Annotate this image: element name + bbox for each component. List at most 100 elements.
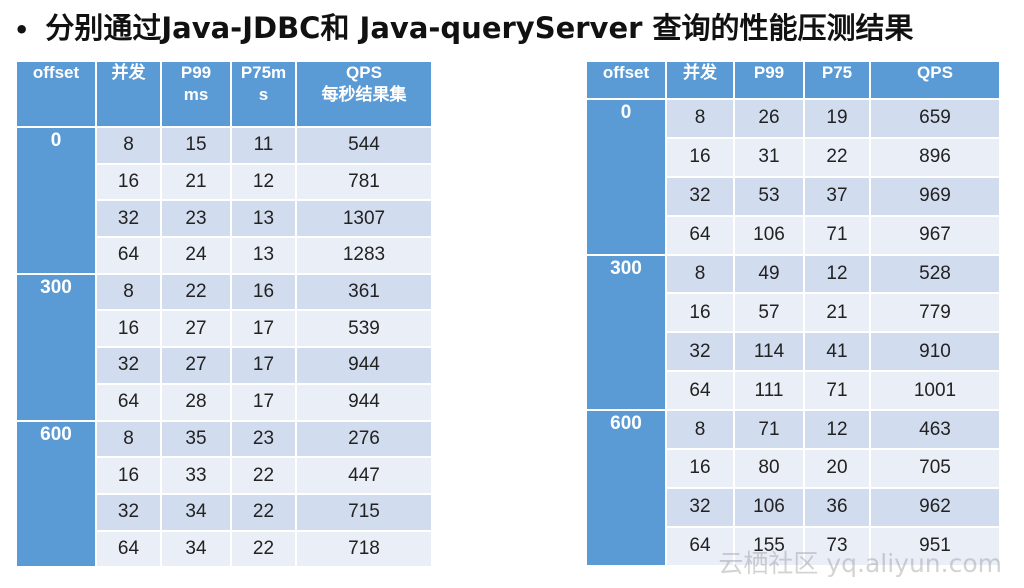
- p75-cell: 22: [230, 529, 297, 569]
- qps-cell: 967: [869, 214, 1001, 256]
- p75-cell: 22: [803, 136, 871, 178]
- concurrency-cell: 64: [95, 236, 162, 275]
- p99-cell: 23: [160, 199, 232, 239]
- qps-cell: 447: [295, 456, 433, 495]
- qps-cell: 896: [869, 136, 1001, 178]
- p75-cell: 71: [803, 370, 871, 412]
- qps-cell: 539: [295, 309, 433, 349]
- table-row: 0 8 26 19 659: [585, 98, 1001, 256]
- qps-cell: 544: [295, 126, 433, 165]
- p75-cell: 17: [230, 309, 297, 349]
- p75-cell: 41: [803, 331, 871, 373]
- concurrency-cell: 32: [95, 346, 162, 385]
- concurrency-cell: 8: [95, 419, 162, 459]
- table-row: 16 27 17 539: [16, 309, 433, 349]
- p99-cell: 111: [733, 370, 805, 412]
- table-row: 16 21 12 781: [16, 162, 433, 202]
- qps-cell: 951: [869, 525, 1001, 567]
- table-row: 64 28 17 944: [16, 382, 433, 422]
- header-p75: P75m s: [230, 60, 297, 128]
- table-row: 32 106 36 962: [586, 486, 1001, 528]
- p75-cell: 17: [230, 382, 297, 422]
- p75-cell: 20: [803, 448, 871, 489]
- table-row: 32 23 13 1307: [16, 199, 433, 239]
- table-row: 32 53 37 969: [586, 175, 1001, 217]
- p99-cell: 114: [733, 331, 805, 373]
- p75-cell: 17: [230, 346, 297, 385]
- table-row: 32 27 17 944: [16, 346, 433, 385]
- table-row: 300 8 22 16 361: [15, 272, 433, 422]
- concurrency-cell: 8: [665, 98, 735, 139]
- concurrency-cell: 32: [665, 175, 735, 217]
- p75-cell: 12: [803, 253, 871, 295]
- qps-cell: 1001: [869, 370, 1001, 412]
- p99-cell: 49: [733, 253, 805, 295]
- concurrency-cell: 32: [665, 331, 735, 373]
- concurrency-cell: 64: [95, 382, 162, 422]
- p75-cell: 23: [230, 419, 297, 459]
- header-p75: P75: [803, 60, 871, 100]
- concurrency-cell: 16: [95, 456, 162, 495]
- table-row: 64 34 22 718: [16, 529, 433, 569]
- p99-cell: 26: [733, 98, 805, 139]
- header-concurrency: 并发: [95, 60, 162, 128]
- table-row: 32 34 22 715: [16, 492, 433, 532]
- table-row: 16 57 21 779: [586, 292, 1001, 334]
- qps-cell: 659: [869, 98, 1001, 139]
- p99-cell: 57: [733, 292, 805, 334]
- table-row: 600 8 35 23 276: [15, 419, 433, 569]
- p75-cell: 19: [803, 98, 871, 139]
- p75-cell: 21: [803, 292, 871, 334]
- bullet-point: •: [14, 16, 30, 44]
- concurrency-cell: 64: [665, 525, 735, 567]
- table-row: 64 24 13 1283: [16, 236, 433, 275]
- qps-cell: 705: [869, 448, 1001, 489]
- offset-cell: 300: [585, 253, 667, 412]
- offset-cell: 600: [15, 419, 97, 569]
- table-header-row: offset 并发 P99 ms P75m s QPS 每秒结果集: [15, 60, 433, 128]
- qps-cell: 962: [869, 486, 1001, 528]
- table-row: 64 155 73 951: [586, 525, 1001, 567]
- p99-cell: 106: [733, 214, 805, 256]
- queryserver-results-table: offset 并发 P99 P75 QPS 0 8 26 19 659 16 31 22 896…: [585, 60, 1001, 567]
- header-p99: P99 ms: [160, 60, 232, 128]
- header-concurrency: 并发: [665, 60, 735, 100]
- header-qps: QPS 每秒结果集: [295, 60, 433, 128]
- p99-cell: 21: [160, 162, 232, 202]
- concurrency-cell: 32: [95, 492, 162, 532]
- table-row: 16 33 22 447: [16, 456, 433, 495]
- concurrency-cell: 64: [665, 214, 735, 256]
- concurrency-cell: 16: [95, 309, 162, 349]
- jdbc-results-table: offset 并发 P99 ms P75m s QPS 每秒结果集 0 8 15 11…: [15, 60, 433, 569]
- concurrency-cell: 16: [665, 136, 735, 178]
- header-p99: P99: [733, 60, 805, 100]
- p99-cell: 15: [160, 126, 232, 165]
- qps-cell: 779: [869, 292, 1001, 334]
- p99-cell: 155: [733, 525, 805, 567]
- concurrency-cell: 32: [95, 199, 162, 239]
- qps-cell: 718: [295, 529, 433, 569]
- qps-cell: 715: [295, 492, 433, 532]
- qps-cell: 463: [869, 409, 1001, 451]
- p99-cell: 33: [160, 456, 232, 495]
- table-row: 0 8 15 11 544: [15, 126, 433, 275]
- header-qps: QPS: [869, 60, 1001, 100]
- p99-cell: 31: [733, 136, 805, 178]
- table-row: 32 114 41 910: [586, 331, 1001, 373]
- p75-cell: 22: [230, 492, 297, 532]
- p75-cell: 37: [803, 175, 871, 217]
- concurrency-cell: 16: [665, 292, 735, 334]
- p75-cell: 22: [230, 456, 297, 495]
- concurrency-cell: 8: [665, 409, 735, 451]
- qps-cell: 944: [295, 382, 433, 422]
- offset-cell: 600: [585, 409, 667, 567]
- p99-cell: 28: [160, 382, 232, 422]
- table-row: 16 31 22 896: [586, 136, 1001, 178]
- header-offset: offset: [585, 60, 667, 100]
- qps-cell: 528: [869, 253, 1001, 295]
- slide-title: • 分别通过Java-JDBC和 Java-queryServer 查询的性能压测…: [14, 6, 914, 50]
- p99-cell: 80: [733, 448, 805, 489]
- table-row: 64 111 71 1001: [586, 370, 1001, 412]
- p99-cell: 35: [160, 419, 232, 459]
- slide-title-text: 分别通过Java-JDBC和 Java-queryServer 查询的性能压测结…: [45, 11, 914, 45]
